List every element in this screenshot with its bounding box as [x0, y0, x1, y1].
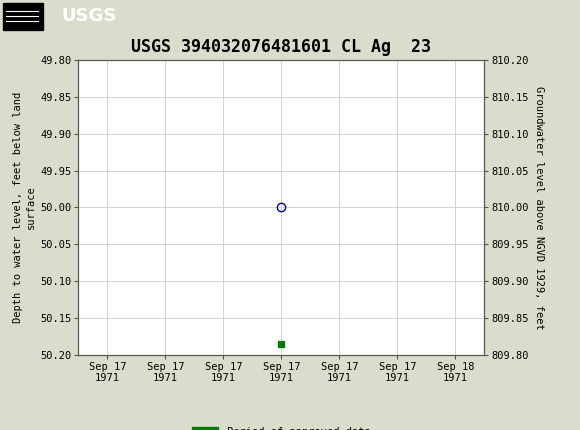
Y-axis label: Depth to water level, feet below land
surface: Depth to water level, feet below land su… [13, 92, 36, 323]
Legend: Period of approved data: Period of approved data [188, 423, 375, 430]
Y-axis label: Groundwater level above NGVD 1929, feet: Groundwater level above NGVD 1929, feet [534, 86, 544, 329]
Bar [3, 3, 43, 30]
Bar [3, 3, 43, 30]
Text: USGS: USGS [61, 7, 116, 25]
Title: USGS 394032076481601 CL Ag  23: USGS 394032076481601 CL Ag 23 [131, 38, 432, 56]
